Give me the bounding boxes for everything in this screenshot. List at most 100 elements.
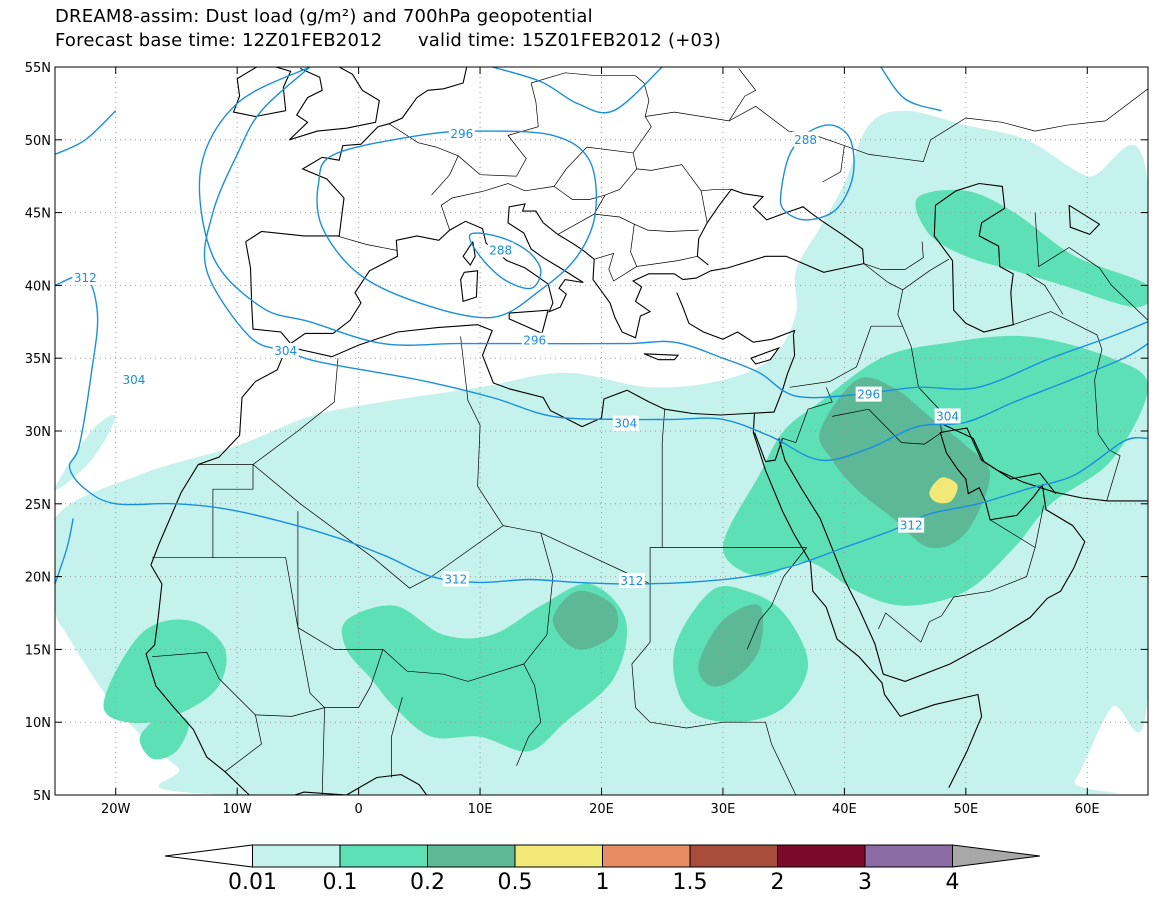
country-border xyxy=(152,651,262,772)
country-border xyxy=(1026,273,1064,315)
colorbar-box xyxy=(864,844,953,868)
forecast-base-time: Forecast base time: 12Z01FEB2012 xyxy=(55,30,383,51)
country-border xyxy=(1013,311,1121,501)
contour-304 xyxy=(55,110,117,156)
country-border xyxy=(863,241,924,270)
colorbar-label: 4 xyxy=(946,870,960,895)
contour-296-top xyxy=(492,67,663,114)
contour-label-bg xyxy=(612,415,639,431)
dust-medium-west-africa xyxy=(103,619,227,724)
contour-label-bg xyxy=(487,242,514,258)
y-tick-label: 30N xyxy=(25,425,51,440)
country-border xyxy=(1034,212,1148,321)
colorbar-label: 0.2 xyxy=(410,870,445,895)
country-border xyxy=(631,583,797,795)
country-border xyxy=(553,168,637,200)
colorbar-box xyxy=(514,844,603,868)
colorbar-label: 3 xyxy=(858,870,872,895)
contour-label-bg xyxy=(72,270,99,286)
country-border xyxy=(152,464,254,559)
country-border xyxy=(863,263,903,291)
coast-north-africa xyxy=(150,324,796,566)
coast-sicily xyxy=(508,309,549,335)
x-tick-label: 0 xyxy=(354,802,362,817)
coast-crete xyxy=(643,353,680,361)
country-border xyxy=(832,408,942,445)
contour-label: 288 xyxy=(489,243,512,257)
country-border xyxy=(878,519,1036,643)
contour-label: 312 xyxy=(74,271,97,285)
dust-load-layer xyxy=(55,110,1148,795)
colorbar-box xyxy=(602,844,691,868)
contour-label: 296 xyxy=(523,334,546,348)
map-subtitle: Forecast base time: 12Z01FEB2012 valid t… xyxy=(55,30,721,51)
geopotential-contours: 296 288 288 296 304 312 304 296 304 304 312 312 312 xyxy=(55,67,1148,588)
dust-medium-caspian xyxy=(915,189,1148,308)
contour-label-bg xyxy=(521,332,548,348)
x-tick-label: 20E xyxy=(589,802,614,817)
contour-label: 304 xyxy=(122,373,145,387)
y-tick-label: 20N xyxy=(25,571,51,586)
dust-high-sudan xyxy=(698,604,764,687)
contour-296-northeast xyxy=(880,67,942,112)
contour-label: 304 xyxy=(936,409,959,423)
country-border xyxy=(530,72,652,154)
contour-label-bg xyxy=(272,342,299,358)
contour-label-bg xyxy=(442,571,469,587)
dust-medium-sahel-west xyxy=(139,714,189,760)
contour-label: 288 xyxy=(794,133,817,147)
coast-britain xyxy=(289,67,380,141)
country-border xyxy=(391,697,403,778)
contour-label-bg xyxy=(448,125,475,141)
contour-296-closed-west xyxy=(316,130,598,319)
contour-312-far-left xyxy=(55,518,74,585)
coast-iberia xyxy=(245,203,864,345)
contour-label-bg xyxy=(934,408,961,424)
y-tick-label: 55N xyxy=(25,61,51,76)
x-tick-label: 60E xyxy=(1075,802,1100,817)
contour-304-main xyxy=(203,67,1148,462)
contour-312-left xyxy=(55,274,1148,585)
country-border xyxy=(255,707,325,717)
coast-corsica xyxy=(462,241,476,266)
country-border xyxy=(897,289,904,327)
y-tick-label: 10N xyxy=(25,716,51,731)
country-border xyxy=(1034,505,1044,548)
country-border xyxy=(297,627,384,708)
colorbar-high-arrow xyxy=(952,844,1041,868)
contour-288-italy xyxy=(468,232,542,290)
contour-label-bg xyxy=(120,372,147,388)
colorbar-box xyxy=(252,844,341,868)
coast-red-sea-west xyxy=(752,432,983,788)
country-border xyxy=(321,707,325,795)
dust-high-chad xyxy=(552,590,619,650)
y-tick-label: 25N xyxy=(25,498,51,513)
country-border xyxy=(645,105,845,183)
coast-caspian xyxy=(933,182,1014,333)
lat-lon-grid xyxy=(55,67,1148,795)
valid-time: valid time: 15Z01FEB2012 (+03) xyxy=(417,30,721,51)
dust-high-arabia xyxy=(819,377,991,549)
colorbar-box xyxy=(427,844,516,868)
coast-west-africa xyxy=(145,564,251,795)
colorbar-label: 1.5 xyxy=(673,870,708,895)
coast-aral xyxy=(1068,204,1101,236)
country-border xyxy=(440,183,526,231)
colorbar-box xyxy=(689,844,778,868)
country-border xyxy=(252,358,339,465)
dust-very-high-kuwait xyxy=(929,477,958,504)
country-border xyxy=(388,123,459,196)
coast-cyprus xyxy=(750,346,781,365)
contour-label: 304 xyxy=(274,344,297,358)
colorbar-label: 0.01 xyxy=(228,870,277,895)
country-border xyxy=(594,252,637,282)
dust-light-west xyxy=(55,414,116,490)
contour-label: 296 xyxy=(857,388,880,402)
y-tick-label: 5N xyxy=(33,789,51,804)
coast-ireland xyxy=(232,67,292,118)
axes: 20W 10W 0 10E 20E 30E 40E 50E 60E 55N 50N 45N 40N 35N… xyxy=(25,61,1148,817)
x-tick-label: 10E xyxy=(468,802,493,817)
contour-label: 312 xyxy=(620,574,643,588)
colorbar-box xyxy=(777,844,866,868)
